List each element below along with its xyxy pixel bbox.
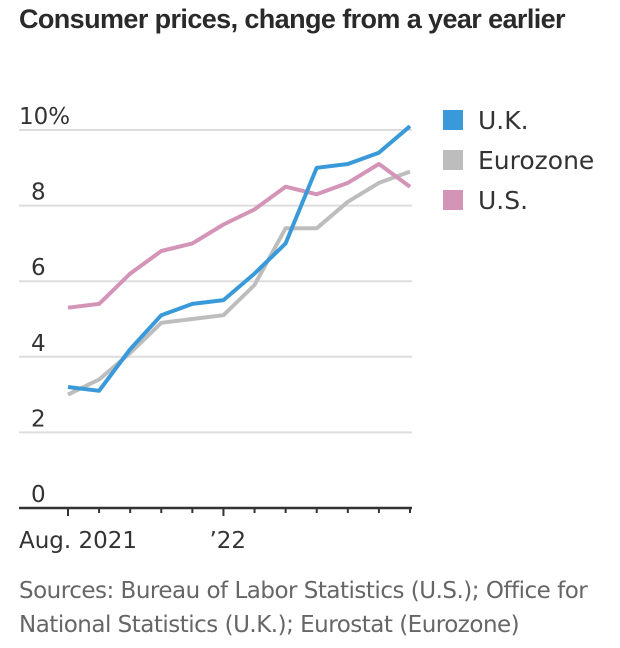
legend-swatch-us [443, 190, 463, 210]
y-axis-labels: 0 2 4 6 8 10% [19, 104, 70, 508]
series-lines [67, 124, 412, 397]
series-line-us [67, 162, 412, 310]
legend-label-uk: U.K. [478, 105, 529, 135]
x-tick-label: ’22 [209, 528, 246, 554]
y-tick-label: 6 [31, 255, 46, 281]
y-tick-label: 0 [31, 482, 46, 508]
legend-label-eurozone: Eurozone [478, 145, 595, 175]
y-tick-label: 2 [31, 406, 46, 432]
y-tick-label: 8 [31, 180, 46, 206]
source-note: Sources: Bureau of Labor Statistics (U.S… [19, 578, 588, 638]
legend: U.K. Eurozone U.S. [443, 100, 594, 220]
legend-item-eurozone: Eurozone [443, 140, 594, 180]
gridlines [19, 129, 412, 434]
x-tick-label: Aug. 2021 [19, 528, 137, 554]
legend-label-us: U.S. [478, 185, 529, 215]
legend-item-uk: U.K. [443, 100, 594, 140]
chart-title: Consumer prices, change from a year earl… [19, 4, 566, 34]
y-tick-label: 4 [31, 331, 46, 357]
y-tick-label: 10% [19, 104, 70, 130]
x-axis: Aug. 2021 ’22 [19, 506, 412, 554]
legend-swatch-uk [443, 110, 463, 130]
series-line-uk [67, 124, 412, 393]
legend-swatch-eurozone [443, 150, 463, 170]
legend-item-us: U.S. [443, 180, 594, 220]
